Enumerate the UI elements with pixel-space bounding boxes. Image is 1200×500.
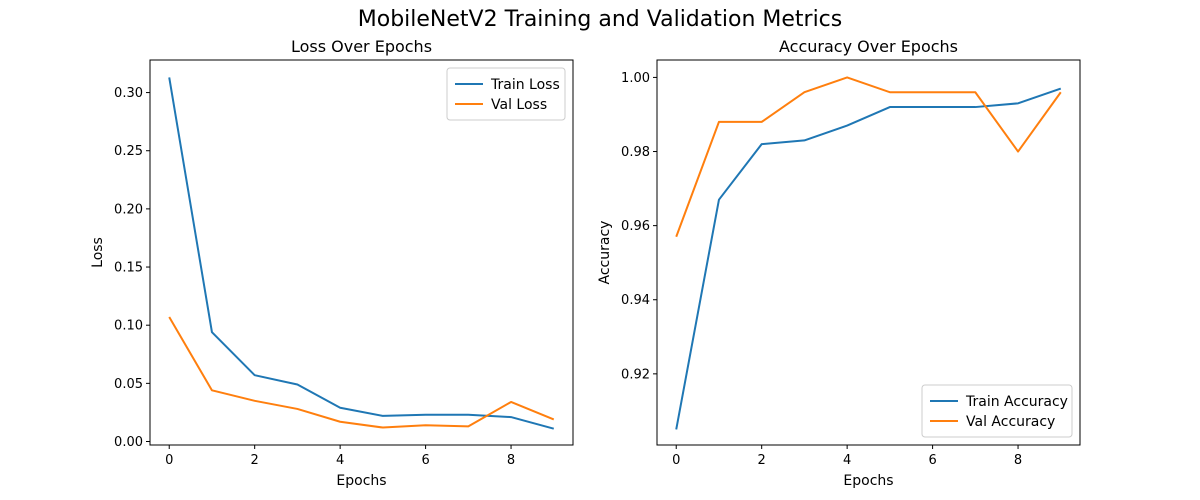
y-tick-label: 1.00 xyxy=(621,71,650,86)
y-tick-label: 0.98 xyxy=(621,145,650,160)
x-tick-label: 6 xyxy=(928,453,936,468)
chart-panel-2: Accuracy Over Epochs 0 2 4 6 8 0.92 0.94 0.96 0.9… xyxy=(597,37,1081,489)
x-axis-label: Epochs xyxy=(336,473,386,489)
x-tick-label: 0 xyxy=(672,453,680,468)
y-tick-label: 0.20 xyxy=(114,202,143,217)
series-line-val-loss xyxy=(168,316,555,429)
x-tick-label: 8 xyxy=(1014,453,1022,468)
legend: Train Loss Val Loss xyxy=(446,67,566,121)
y-tick-label: 0.92 xyxy=(621,367,650,382)
series-line-val-accuracy xyxy=(675,76,1062,238)
legend: Train Accuracy Val Accuracy xyxy=(921,384,1073,438)
y-axis-label: Accuracy xyxy=(597,221,613,285)
x-tick-label: 4 xyxy=(336,453,344,468)
x-tick-label: 2 xyxy=(758,453,766,468)
x-tick-label: 8 xyxy=(507,453,515,468)
y-axis-label: Loss xyxy=(90,237,106,268)
x-axis-label: Epochs xyxy=(843,473,893,489)
legend-label: Train Loss xyxy=(490,77,560,93)
chart-panel-1: Loss Over Epochs 0 2 4 6 8 0.00 0.05 0.10 0.15 0.2… xyxy=(90,37,574,489)
x-tick-label: 2 xyxy=(251,453,259,468)
figure-title: MobileNetV2 Training and Validation Metr… xyxy=(358,7,843,32)
y-tick-label: 0.25 xyxy=(114,144,143,159)
chart-panels: Loss Over Epochs 0 2 4 6 8 0.00 0.05 0.10 0.15 0.2… xyxy=(90,37,1081,489)
series-line-train-loss xyxy=(168,77,555,430)
x-tick-label: 4 xyxy=(843,453,851,468)
y-tick-label: 0.00 xyxy=(114,435,143,450)
legend-label: Val Loss xyxy=(491,97,547,113)
axes-frame xyxy=(656,59,1081,446)
series-line-train-accuracy xyxy=(675,87,1062,430)
y-tick-label: 0.05 xyxy=(114,377,143,392)
chart-title: Loss Over Epochs xyxy=(291,37,432,56)
x-tick-label: 0 xyxy=(165,453,173,468)
legend-frame xyxy=(446,67,566,121)
chart-title: Accuracy Over Epochs xyxy=(779,37,958,56)
y-tick-label: 0.94 xyxy=(621,293,650,308)
y-tick-label: 0.30 xyxy=(114,86,143,101)
legend-label: Val Accuracy xyxy=(966,414,1055,430)
legend-frame xyxy=(921,384,1073,438)
y-tick-label: 0.15 xyxy=(114,261,143,276)
x-tick-label: 6 xyxy=(421,453,429,468)
legend-label: Train Accuracy xyxy=(965,394,1068,410)
y-tick-label: 0.96 xyxy=(621,219,650,234)
axes-frame xyxy=(149,59,574,446)
y-tick-label: 0.10 xyxy=(114,319,143,334)
